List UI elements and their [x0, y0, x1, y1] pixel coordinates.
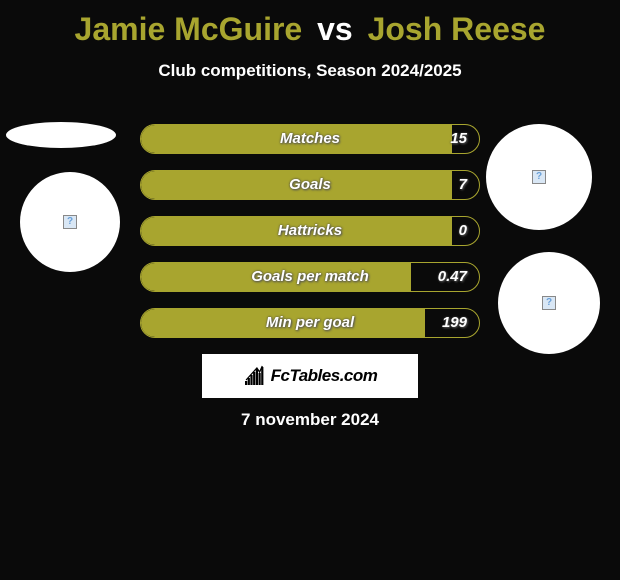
- avatar-circle-left: ?: [20, 172, 120, 272]
- stat-bar-goals-per-match: Goals per match 0.47: [140, 262, 480, 292]
- stat-label: Min per goal: [141, 309, 479, 337]
- stat-value: 0: [459, 217, 467, 245]
- stat-bar-goals: Goals 7: [140, 170, 480, 200]
- avatar-circle-right-top: ?: [486, 124, 592, 230]
- stat-value: 7: [459, 171, 467, 199]
- brand-chart-icon: [243, 365, 265, 387]
- placeholder-icon: ?: [542, 296, 556, 310]
- vs-separator: vs: [317, 11, 353, 47]
- stat-value: 15: [450, 125, 467, 153]
- player1-name: Jamie McGuire: [75, 11, 303, 47]
- subtitle: Club competitions, Season 2024/2025: [0, 61, 620, 81]
- stat-label: Goals: [141, 171, 479, 199]
- stat-label: Matches: [141, 125, 479, 153]
- stat-value: 0.47: [438, 263, 467, 291]
- stat-label: Goals per match: [141, 263, 479, 291]
- stat-value: 199: [442, 309, 467, 337]
- player2-name: Josh Reese: [368, 11, 546, 47]
- decorative-ellipse: [6, 122, 116, 148]
- placeholder-icon: ?: [63, 215, 77, 229]
- comparison-title: Jamie McGuire vs Josh Reese: [0, 0, 620, 47]
- placeholder-icon: ?: [532, 170, 546, 184]
- date-line: 7 november 2024: [0, 410, 620, 430]
- stat-label: Hattricks: [141, 217, 479, 245]
- stats-chart: Matches 15 Goals 7 Hattricks 0 Goals per…: [140, 124, 480, 354]
- stat-bar-matches: Matches 15: [140, 124, 480, 154]
- avatar-circle-right-bottom: ?: [498, 252, 600, 354]
- stat-bar-min-per-goal: Min per goal 199: [140, 308, 480, 338]
- stat-bar-hattricks: Hattricks 0: [140, 216, 480, 246]
- brand-box: FcTables.com: [202, 354, 418, 398]
- brand-text: FcTables.com: [271, 366, 378, 386]
